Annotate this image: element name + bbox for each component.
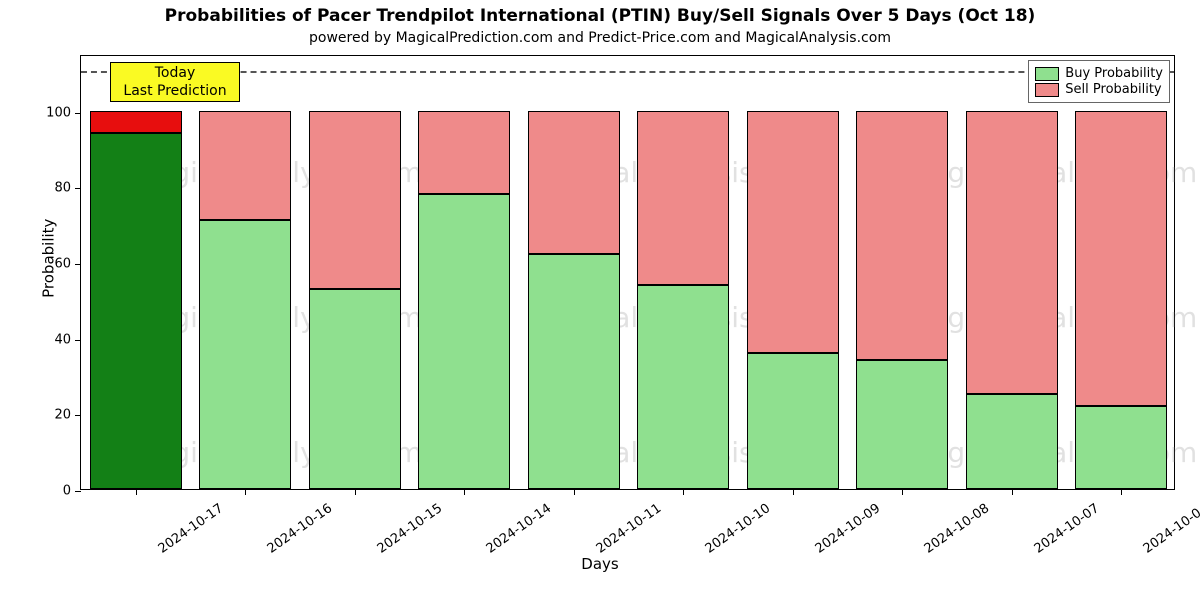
plot-area: MagicalAnalysis.comMagicalAnalysis.comMa… xyxy=(80,55,1175,490)
x-tick xyxy=(683,489,684,495)
figure: Probabilities of Pacer Trendpilot Intern… xyxy=(0,0,1200,600)
bar-group xyxy=(90,54,182,489)
bar-group xyxy=(747,54,839,489)
chart-title: Probabilities of Pacer Trendpilot Intern… xyxy=(0,6,1200,26)
bar-group xyxy=(528,54,620,489)
bar-group xyxy=(1075,54,1167,489)
buy-bar xyxy=(856,360,948,489)
chart-subtitle: powered by MagicalPrediction.com and Pre… xyxy=(0,30,1200,46)
bar-group xyxy=(856,54,948,489)
y-tick-label: 100 xyxy=(46,105,71,120)
buy-bar xyxy=(528,254,620,489)
callout-line1: Today xyxy=(117,65,233,83)
x-tick xyxy=(1012,489,1013,495)
y-tick xyxy=(75,491,81,492)
legend: Buy ProbabilitySell Probability xyxy=(1028,60,1170,103)
x-tick xyxy=(245,489,246,495)
x-tick-label: 2024-10-14 xyxy=(484,501,555,557)
y-tick xyxy=(75,113,81,114)
x-tick-label: 2024-10-15 xyxy=(374,501,445,557)
x-tick xyxy=(136,489,137,495)
x-tick-label: 2024-10-16 xyxy=(265,501,336,557)
buy-bar xyxy=(90,133,182,489)
bar-group xyxy=(199,54,291,489)
bar-group xyxy=(418,54,510,489)
buy-bar xyxy=(1075,406,1167,489)
sell-bar xyxy=(309,111,401,289)
y-tick-label: 20 xyxy=(54,408,71,423)
x-tick-label: 2024-10-10 xyxy=(703,501,774,557)
bar-group xyxy=(309,54,401,489)
y-tick-label: 0 xyxy=(63,484,71,499)
buy-bar xyxy=(637,285,729,489)
x-tick xyxy=(902,489,903,495)
x-tick xyxy=(464,489,465,495)
sell-bar xyxy=(418,111,510,194)
sell-bar xyxy=(966,111,1058,395)
legend-label: Sell Probability xyxy=(1065,82,1161,97)
y-axis-label: Probability xyxy=(40,218,58,297)
y-tick xyxy=(75,264,81,265)
x-tick xyxy=(574,489,575,495)
legend-label: Buy Probability xyxy=(1065,66,1163,81)
today-callout: Today Last Prediction xyxy=(110,62,240,102)
sell-bar xyxy=(199,111,291,221)
buy-bar xyxy=(199,220,291,489)
bar-group xyxy=(966,54,1058,489)
sell-bar xyxy=(528,111,620,255)
buy-bar xyxy=(418,194,510,489)
x-tick-label: 2024-10-07 xyxy=(1031,501,1102,557)
x-tick-label: 2024-10-08 xyxy=(922,501,993,557)
bar-group xyxy=(637,54,729,489)
callout-line2: Last Prediction xyxy=(117,83,233,101)
y-tick xyxy=(75,415,81,416)
sell-bar xyxy=(90,111,182,134)
y-tick xyxy=(75,340,81,341)
x-tick-label: 2024-10-11 xyxy=(593,501,664,557)
legend-item: Buy Probability xyxy=(1035,66,1163,81)
y-tick-label: 40 xyxy=(54,332,71,347)
legend-swatch xyxy=(1035,67,1059,81)
sell-bar xyxy=(856,111,948,361)
buy-bar xyxy=(966,394,1058,489)
buy-bar xyxy=(309,289,401,489)
x-tick-label: 2024-10-17 xyxy=(155,501,226,557)
sell-bar xyxy=(637,111,729,285)
y-tick-label: 80 xyxy=(54,181,71,196)
legend-swatch xyxy=(1035,83,1059,97)
x-tick-label: 2024-10-09 xyxy=(812,501,883,557)
x-tick xyxy=(355,489,356,495)
y-tick xyxy=(75,188,81,189)
legend-item: Sell Probability xyxy=(1035,82,1163,97)
x-tick-label: 2024-10-04 xyxy=(1141,501,1200,557)
sell-bar xyxy=(747,111,839,353)
sell-bar xyxy=(1075,111,1167,406)
x-tick xyxy=(793,489,794,495)
x-tick xyxy=(1121,489,1122,495)
x-axis-label: Days xyxy=(0,555,1200,573)
buy-bar xyxy=(747,353,839,489)
